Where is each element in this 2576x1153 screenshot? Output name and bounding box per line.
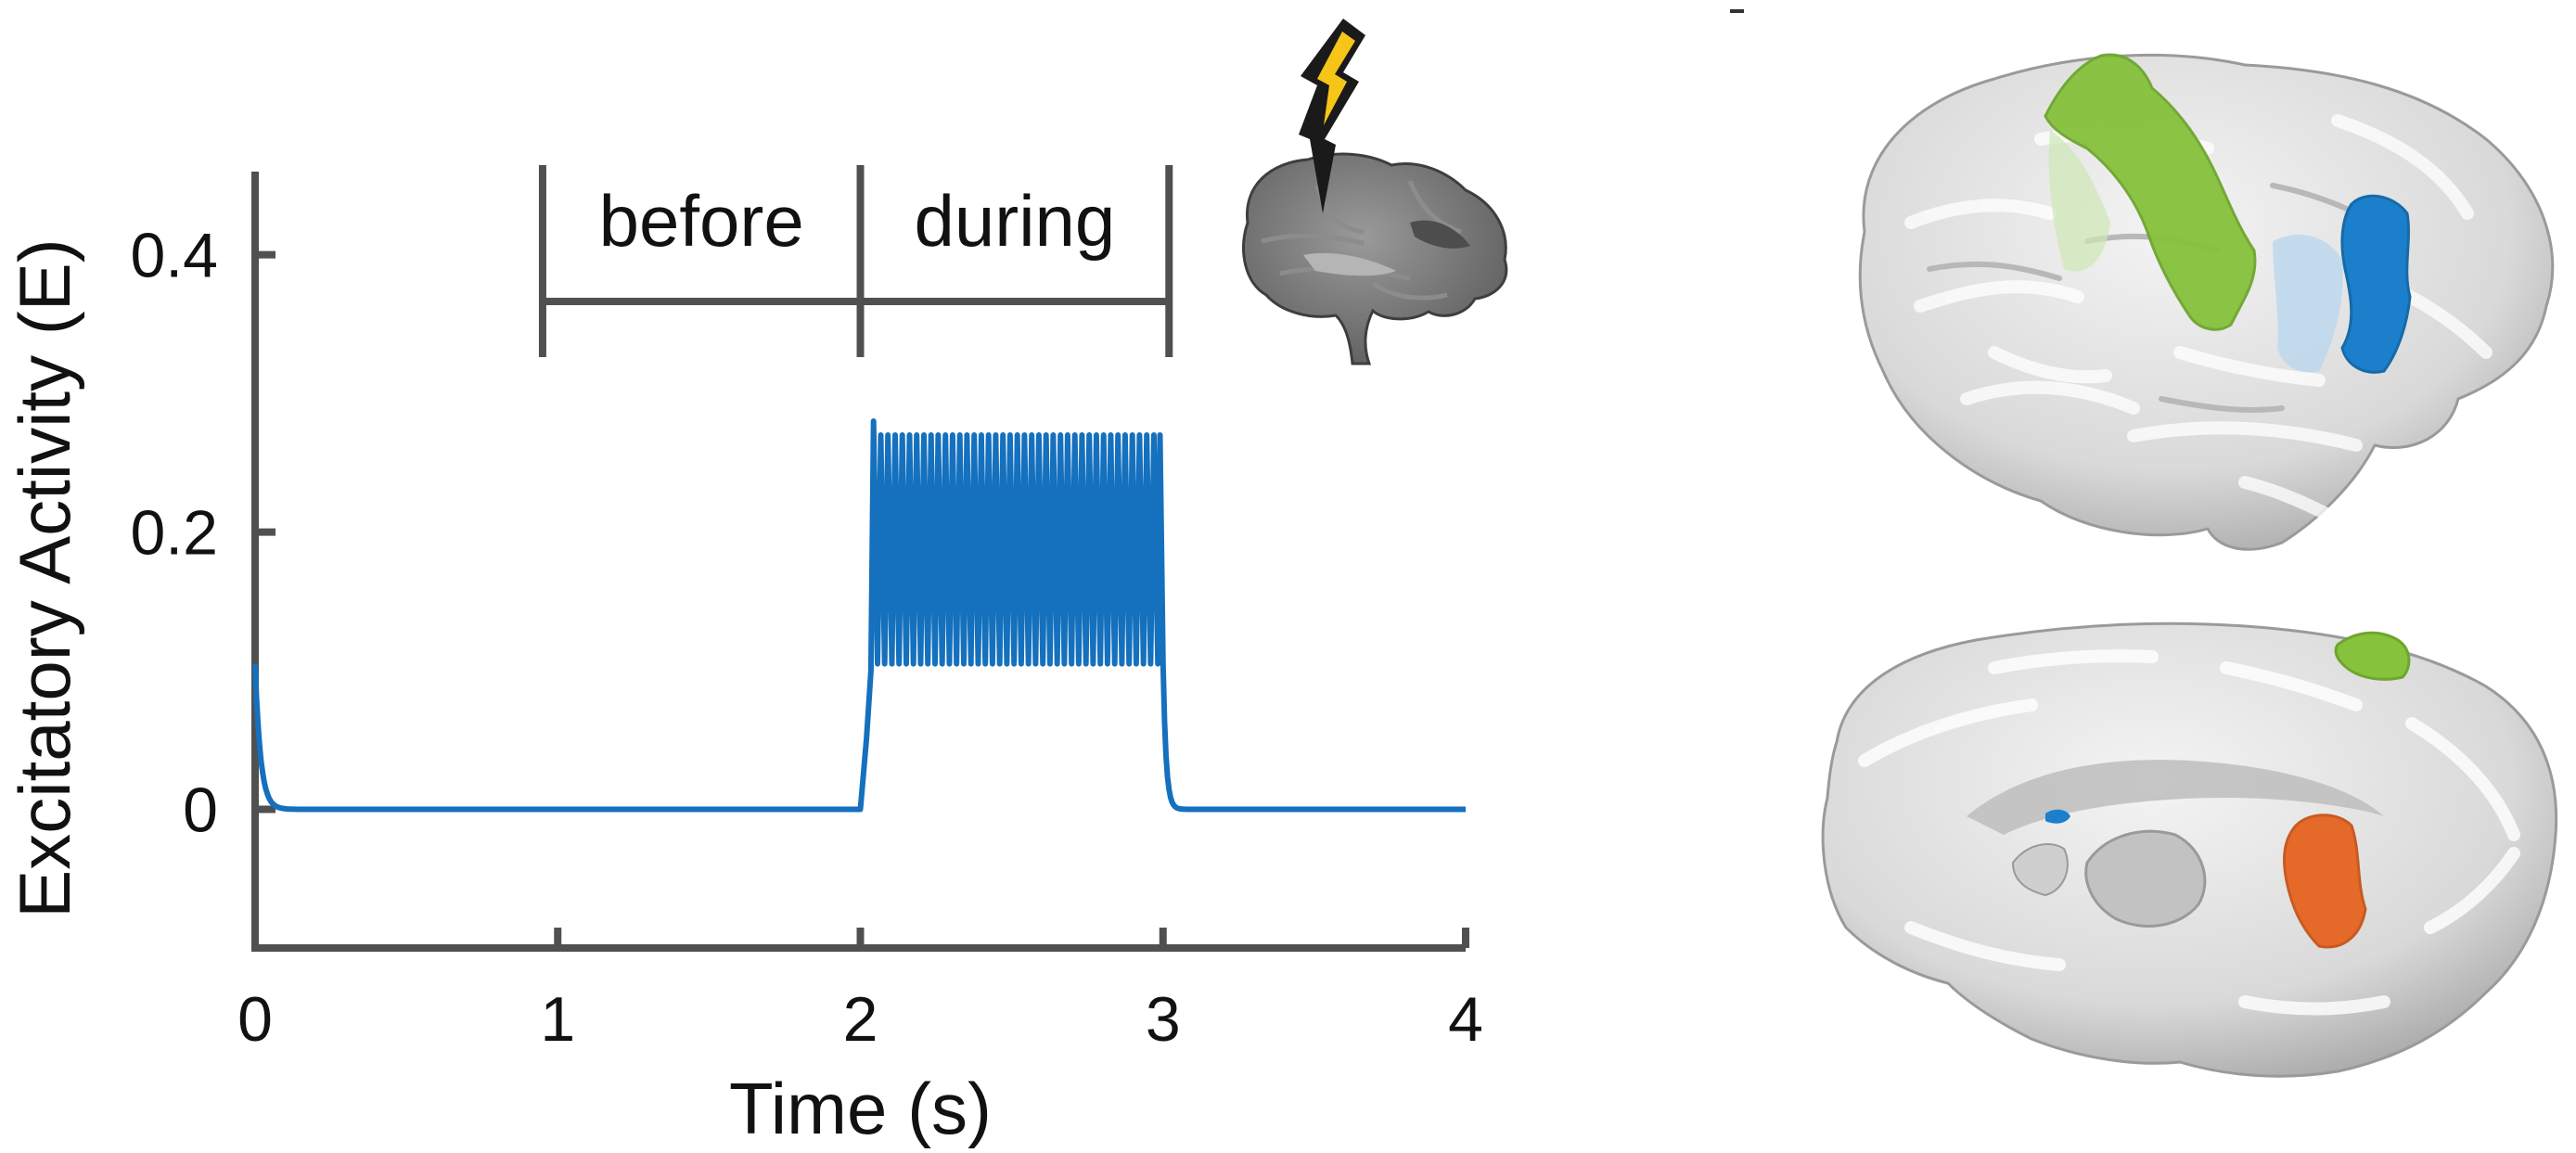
brain-lateral-view bbox=[1858, 53, 2555, 551]
x-tick-label: 1 bbox=[540, 984, 575, 1055]
y-axis-title: Excitatory Activity (E) bbox=[4, 238, 85, 917]
period-brackets: before during bbox=[538, 165, 1173, 357]
y-tick-label: 0.4 bbox=[130, 221, 218, 291]
excitatory-activity-line bbox=[252, 418, 1466, 813]
brain-medial-view bbox=[1821, 621, 2558, 1078]
lightning-bolt-icon bbox=[1299, 19, 1365, 213]
time-series-chart: 0 1 2 3 4 0 0.2 0.4 before during Time (s) Exci… bbox=[4, 165, 1483, 1149]
x-tick-label: 2 bbox=[843, 984, 878, 1055]
y-tick-label: 0 bbox=[183, 775, 218, 846]
x-axis-title: Time (s) bbox=[729, 1068, 992, 1149]
period-label-during: during bbox=[914, 180, 1115, 262]
y-ticks: 0 0.2 0.4 bbox=[130, 221, 276, 846]
x-ticks: 0 1 2 3 4 bbox=[237, 928, 1483, 1055]
period-label-before: before bbox=[599, 180, 804, 262]
y-tick-label: 0.2 bbox=[130, 498, 218, 569]
x-tick-label: 0 bbox=[237, 984, 273, 1055]
x-tick-label: 3 bbox=[1146, 984, 1181, 1055]
small-brain-icon bbox=[1242, 152, 1508, 365]
lightning-bolt-brain-icon bbox=[1242, 19, 1508, 365]
x-tick-label: 4 bbox=[1448, 984, 1483, 1055]
